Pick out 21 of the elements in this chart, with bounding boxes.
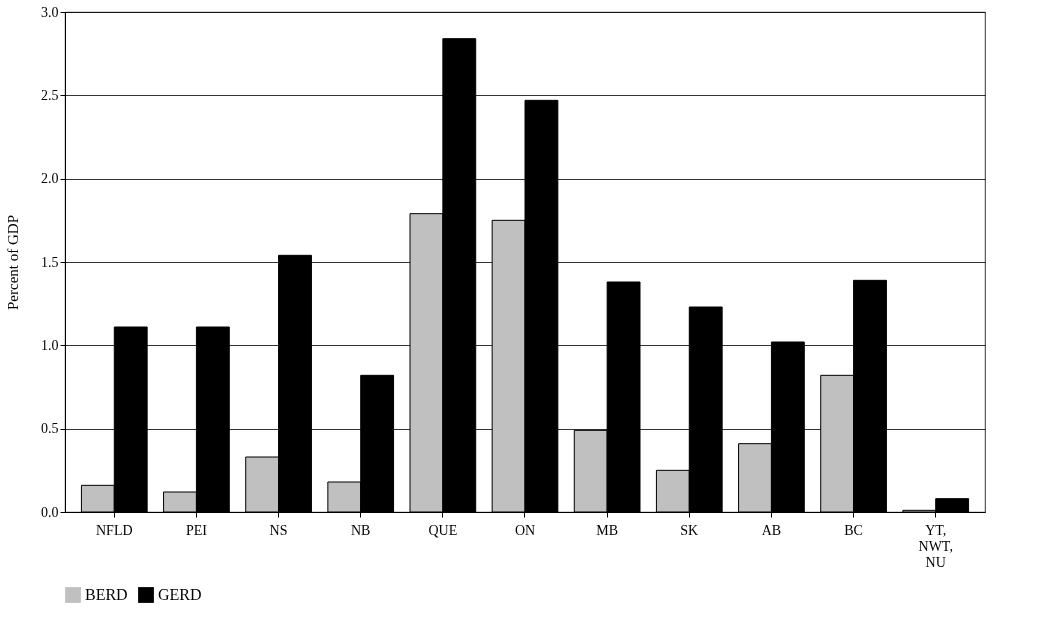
y-axis-title: Percent of GDP: [5, 215, 21, 310]
y-tick-label: 2.0: [41, 171, 59, 187]
x-tick-label: QUE: [428, 522, 458, 538]
x-tick-label: NS: [269, 522, 288, 538]
x-tick-label: PEI: [185, 522, 208, 538]
y-tick-label: 0.5: [41, 421, 59, 437]
x-tick-label: ON: [514, 522, 536, 538]
y-tick-label: 1.5: [41, 254, 59, 270]
y-tick-label: 2.5: [41, 87, 59, 103]
y-tick-label: 0.0: [41, 504, 59, 520]
x-tick-label: SK: [680, 522, 699, 538]
x-tick-label: AB: [761, 522, 782, 538]
legend-label: GERD: [158, 586, 202, 603]
y-tick-label: 3.0: [41, 4, 59, 20]
x-tick-label: NFLD: [96, 522, 133, 538]
legend-label: BERD: [85, 586, 128, 603]
x-tick-label: BC: [844, 522, 863, 538]
x-tick-label: NB: [350, 522, 371, 538]
x-tick-label: MB: [596, 522, 619, 538]
y-tick-label: 1.0: [41, 337, 59, 353]
x-tick-label: YT, NWT, NU: [918, 522, 953, 570]
